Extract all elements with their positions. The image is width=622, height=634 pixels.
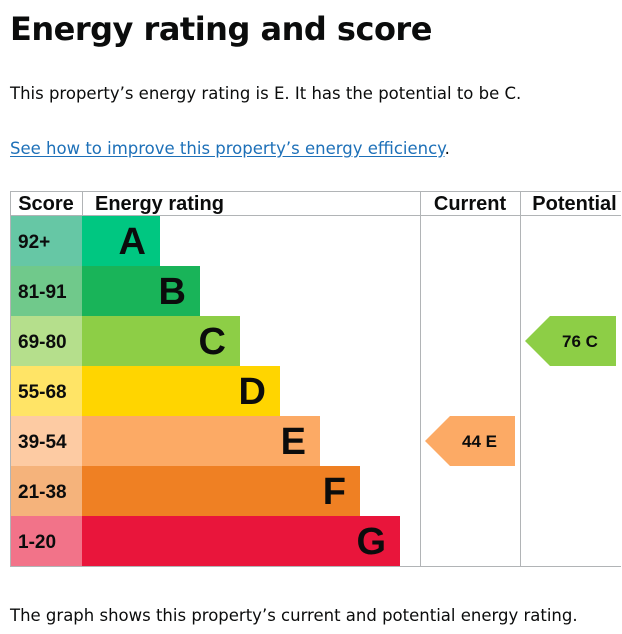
rating-letter-d: D	[239, 371, 266, 413]
rating-letter-f: F	[323, 471, 346, 513]
rating-bar-g	[82, 516, 400, 566]
header-potential: Potential	[532, 193, 616, 215]
rating-letter-e: E	[281, 421, 306, 463]
potential-rating-arrow	[525, 316, 616, 366]
score-range-g: 1-20	[18, 532, 56, 553]
score-cell-g	[10, 516, 82, 566]
potential-rating-label: 76 C	[562, 332, 598, 351]
current-rating-arrow	[425, 416, 515, 466]
score-range-d: 55-68	[18, 382, 67, 403]
score-range-a: 92+	[18, 232, 50, 253]
rating-summary: This property’s energy rating is E. It h…	[10, 84, 522, 103]
score-cell-a	[10, 216, 82, 266]
header-energy-rating: Energy rating	[95, 193, 224, 215]
score-range-b: 81-91	[18, 282, 67, 303]
page-title: Energy rating and score	[10, 10, 432, 48]
link-suffix: .	[444, 139, 450, 158]
header-current: Current	[434, 193, 507, 215]
rating-bar-a	[82, 216, 160, 266]
rating-bar-d	[82, 366, 280, 416]
score-cell-c	[10, 316, 82, 366]
rating-letter-c: C	[199, 321, 226, 363]
improve-efficiency-link[interactable]: See how to improve this property’s energ…	[10, 139, 445, 158]
improve-link-line: See how to improve this property’s energ…	[10, 139, 450, 158]
rating-bar-c	[82, 316, 240, 366]
score-cell-d	[10, 366, 82, 416]
rating-bar-e	[82, 416, 320, 466]
header-score: Score	[18, 193, 74, 215]
score-range-f: 21-38	[18, 482, 67, 503]
score-cell-b	[10, 266, 82, 316]
rating-bar-f	[82, 466, 360, 516]
rating-letter-g: G	[356, 521, 386, 563]
graph-caption: The graph shows this property’s current …	[10, 606, 578, 625]
rating-bar-b	[82, 266, 200, 316]
score-cell-f	[10, 466, 82, 516]
score-cell-e	[10, 416, 82, 466]
rating-letter-a: A	[119, 221, 146, 263]
current-rating-label: 44 E	[462, 432, 497, 451]
score-range-e: 39-54	[18, 432, 67, 453]
score-range-c: 69-80	[18, 332, 67, 353]
rating-letter-b: B	[159, 271, 186, 313]
